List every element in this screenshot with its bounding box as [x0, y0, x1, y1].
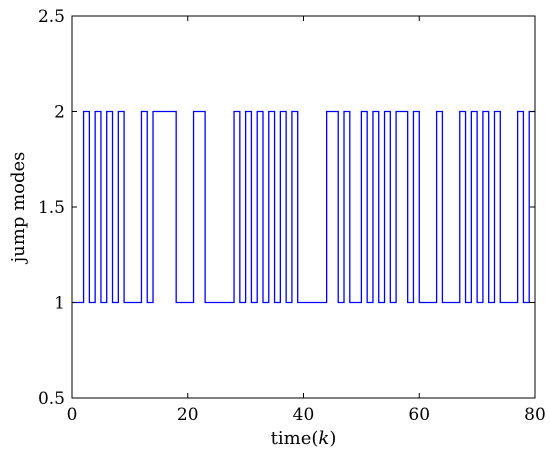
y-tick-label: 2.5	[38, 7, 65, 27]
x-tick-label: 20	[177, 405, 199, 425]
series-layer	[72, 110, 535, 304]
x-tick-label: 40	[293, 405, 315, 425]
x-tick-label: 60	[408, 405, 430, 425]
ticks-layer	[71, 15, 536, 399]
x-axis-label: time(k)	[271, 428, 337, 449]
y-tick-label: 0.5	[38, 389, 65, 409]
x-tick-label: 80	[524, 405, 546, 425]
tick-labels-layer: 0 20 40 60 80 0.5 1 1.5 2 2.5	[38, 7, 546, 425]
y-tick-label: 2	[54, 103, 65, 123]
y-axis-label: jump modes	[8, 152, 29, 265]
y-tick-label: 1.5	[38, 198, 65, 218]
x-tick-label: 0	[67, 405, 78, 425]
y-tick-label: 1	[54, 294, 65, 314]
series-line-0	[72, 110, 535, 304]
